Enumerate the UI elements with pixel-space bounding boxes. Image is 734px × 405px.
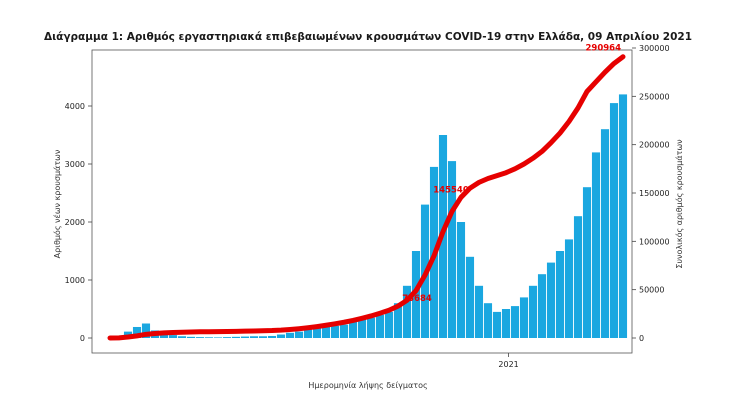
bar-42 xyxy=(483,303,493,338)
bar-51 xyxy=(564,239,574,338)
bar-10 xyxy=(195,337,205,338)
bar-27 xyxy=(348,321,358,338)
bar-55 xyxy=(600,129,610,338)
bar-48 xyxy=(537,274,547,338)
bar-9 xyxy=(186,336,196,338)
bar-54 xyxy=(591,152,601,338)
right-tick-label-200000: 200000 xyxy=(639,141,670,150)
right-tick-label-50000: 50000 xyxy=(639,286,664,295)
bar-26 xyxy=(339,324,349,338)
bar-24 xyxy=(321,326,331,338)
cumulative-line-group xyxy=(107,54,626,341)
right-tick-label-0: 0 xyxy=(639,334,644,343)
bar-32 xyxy=(393,303,403,338)
bar-12 xyxy=(213,337,223,338)
bar-15 xyxy=(240,336,250,338)
annotation-73684: 73684 xyxy=(402,294,432,304)
bar-21 xyxy=(294,331,304,338)
x-axis: 2021 xyxy=(498,353,519,369)
right-tick-label-250000: 250000 xyxy=(639,92,670,101)
bar-25 xyxy=(330,325,340,338)
left-tick-label-4000: 4000 xyxy=(65,102,85,111)
bars-group xyxy=(105,94,628,339)
bar-14 xyxy=(231,336,241,338)
bar-39 xyxy=(456,222,466,338)
bar-7 xyxy=(168,335,178,338)
left-axis: 0 1000 2000 3000 4000 xyxy=(65,102,92,343)
bar-29 xyxy=(366,317,376,338)
bar-40 xyxy=(465,256,475,338)
bar-6 xyxy=(159,333,169,338)
bar-3 xyxy=(132,326,142,338)
annotation-290964: 290964 xyxy=(586,44,622,54)
bar-23 xyxy=(312,327,322,338)
bar-22 xyxy=(303,329,313,338)
bar-33 xyxy=(402,285,412,338)
bar-43 xyxy=(492,311,502,338)
bar-53 xyxy=(582,187,592,338)
bar-47 xyxy=(528,285,538,338)
bar-13 xyxy=(222,337,232,338)
left-tick-label-2000: 2000 xyxy=(65,218,85,227)
bar-45 xyxy=(510,306,520,338)
annotation-145540: 145540 xyxy=(433,185,469,195)
bar-18 xyxy=(267,335,277,338)
bar-17 xyxy=(258,336,268,338)
plot-area xyxy=(91,49,633,354)
right-tick-label-100000: 100000 xyxy=(639,237,670,246)
y-axis-label-left: Αριθμός νέων κρουσμάτων xyxy=(52,149,62,258)
x-axis-label: Ημερομηνία λήψης δείγματος xyxy=(308,381,427,390)
annotations-group: 73684 145540 290964 xyxy=(402,44,621,304)
bar-46 xyxy=(519,297,529,338)
left-tick-label-1000: 1000 xyxy=(65,276,85,285)
chart-title: Διάγραμμα 1: Αριθμός εργαστηριακά επιβεβ… xyxy=(44,31,692,43)
right-axis: 0 50000 100000 150000 200000 250000 300000 xyxy=(632,44,670,343)
bar-49 xyxy=(546,262,556,338)
bar-56 xyxy=(609,103,619,338)
bar-50 xyxy=(555,251,565,338)
bar-44 xyxy=(501,309,511,338)
bar-57 xyxy=(618,94,628,339)
bar-41 xyxy=(474,285,484,338)
bar-30 xyxy=(375,314,385,338)
bar-34 xyxy=(411,251,421,338)
right-tick-label-150000: 150000 xyxy=(639,189,670,198)
y-axis-label-right: Συνολικός αριθμός κρουσμάτων xyxy=(674,139,684,269)
bar-19 xyxy=(276,334,286,338)
bar-4 xyxy=(141,323,151,338)
bar-20 xyxy=(285,332,295,338)
x-tick-label-2021: 2021 xyxy=(498,360,518,369)
right-tick-label-300000: 300000 xyxy=(639,44,670,53)
bar-52 xyxy=(573,216,583,338)
bar-38 xyxy=(447,161,457,338)
bar-8 xyxy=(177,336,187,338)
left-tick-label-3000: 3000 xyxy=(65,160,85,169)
left-tick-label-0: 0 xyxy=(80,334,85,343)
bar-31 xyxy=(384,311,394,338)
bar-16 xyxy=(249,336,259,338)
bar-28 xyxy=(357,319,367,338)
cumulative-line xyxy=(107,54,626,341)
bar-11 xyxy=(204,337,214,338)
